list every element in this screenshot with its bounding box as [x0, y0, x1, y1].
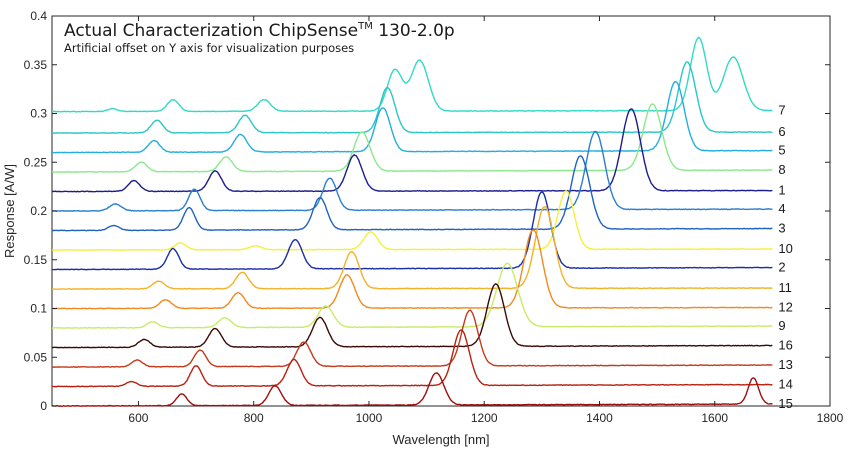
series-line-13 [51, 309, 773, 368]
series-label-15: 15 [778, 396, 792, 411]
series-line-5 [51, 80, 773, 154]
x-axis: 600 800 1000 1200 1400 1600 1800 [128, 16, 844, 425]
x-tick-label: 600 [128, 411, 148, 425]
x-tick-label: 1800 [817, 411, 844, 425]
x-tick-label: 800 [244, 411, 264, 425]
series-layer [51, 36, 773, 407]
y-tick-label: 0 [40, 399, 47, 413]
series-label-11: 11 [778, 280, 792, 295]
y-tick-label: 0.35 [24, 58, 48, 72]
x-tick-label: 1200 [471, 411, 498, 425]
y-axis: 0 0.05 0.1 0.15 0.2 0.25 0.3 0.35 0.4 [24, 9, 830, 413]
series-label-4: 4 [778, 201, 785, 216]
series-line-3 [51, 155, 773, 232]
series-line-7 [51, 36, 773, 113]
y-tick-label: 0.1 [30, 302, 47, 316]
series-label-6: 6 [778, 124, 785, 139]
series-line-14 [51, 329, 773, 388]
chart-subtitle: Artificial offset on Y axis for visualiz… [64, 41, 354, 55]
x-tick-label: 1000 [356, 411, 383, 425]
series-line-8 [51, 103, 773, 173]
series-label-9: 9 [778, 318, 785, 333]
series-line-12 [52, 229, 773, 310]
y-tick-label: 0.3 [30, 107, 47, 121]
series-line-16 [51, 283, 773, 349]
y-tick-label: 0.4 [30, 9, 47, 23]
chart-title: Actual Characterization ChipSenseTM 130-… [64, 21, 455, 41]
title-superscript: TM [357, 21, 373, 32]
y-tick-label: 0.2 [30, 204, 47, 218]
x-axis-label: Wavelength [nm] [392, 432, 489, 447]
series-label-14: 14 [778, 377, 792, 392]
series-label-7: 7 [778, 103, 785, 118]
title-suffix: 130-2.0p [373, 21, 455, 41]
series-label-2: 2 [778, 260, 785, 275]
series-line-9 [51, 262, 773, 329]
series-line-6 [52, 61, 773, 135]
plot-area [51, 15, 831, 407]
series-label-1: 1 [778, 183, 785, 198]
y-tick-label: 0.15 [24, 253, 48, 267]
series-label-16: 16 [778, 338, 792, 353]
x-tick-label: 1400 [586, 411, 613, 425]
series-label-5: 5 [778, 143, 785, 158]
y-tick-label: 0.05 [24, 350, 48, 364]
y-axis-label: Response [A/W] [2, 164, 17, 258]
series-line-2 [51, 191, 773, 271]
y-tick-label: 0.25 [24, 155, 48, 169]
x-tick-label: 1600 [701, 411, 728, 425]
series-label-12: 12 [778, 300, 792, 315]
series-line-11 [51, 206, 773, 290]
series-line-15 [51, 372, 773, 407]
series-label-10: 10 [778, 241, 792, 256]
series-line-10 [51, 190, 773, 252]
series-label-3: 3 [778, 221, 785, 236]
series-label-13: 13 [778, 357, 792, 372]
series-line-1 [51, 108, 773, 193]
series-label-8: 8 [778, 162, 785, 177]
series-line-4 [51, 130, 773, 212]
